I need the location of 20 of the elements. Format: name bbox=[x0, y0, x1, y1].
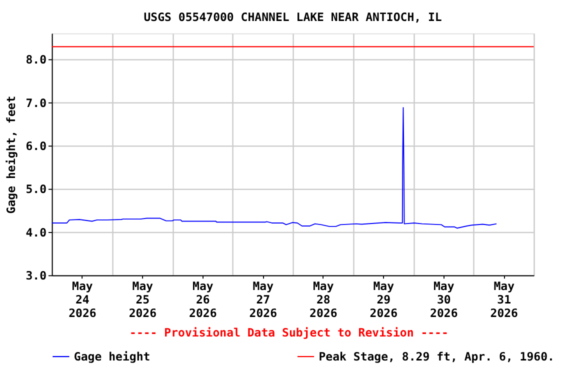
legend-label: Gage height bbox=[74, 349, 150, 364]
x-tick-label: May 25 2026 bbox=[128, 279, 157, 320]
x-tick-label: May 31 2026 bbox=[490, 279, 518, 320]
x-tick-label: May 30 2026 bbox=[430, 279, 458, 320]
y-tick-label: 4.0 bbox=[26, 225, 47, 240]
chart-title: USGS 05547000 CHANNEL LAKE NEAR ANTIOCH, IL bbox=[144, 10, 442, 24]
y-tick-label: 6.0 bbox=[26, 138, 47, 153]
legend-label: Peak Stage, 8.29 ft, Apr. 6, 1960. bbox=[318, 349, 554, 364]
x-tick-label: May 28 2026 bbox=[310, 279, 338, 320]
y-axis-title: Gage height, feet bbox=[4, 96, 18, 214]
x-tick-label: May 26 2026 bbox=[189, 279, 217, 320]
x-tick-label: May 27 2026 bbox=[249, 279, 278, 320]
x-tick-label: May 29 2026 bbox=[370, 279, 398, 320]
y-tick-label: 3.0 bbox=[26, 268, 47, 283]
y-tick-label: 8.0 bbox=[26, 52, 47, 67]
text: ---- Provisional Data Subject to Revision ---- bbox=[130, 326, 448, 340]
x-tick-label: May 24 2026 bbox=[68, 279, 96, 320]
y-tick-label: 5.0 bbox=[26, 182, 47, 196]
y-tick-label: 7.0 bbox=[26, 96, 47, 110]
line-series bbox=[51, 107, 498, 229]
